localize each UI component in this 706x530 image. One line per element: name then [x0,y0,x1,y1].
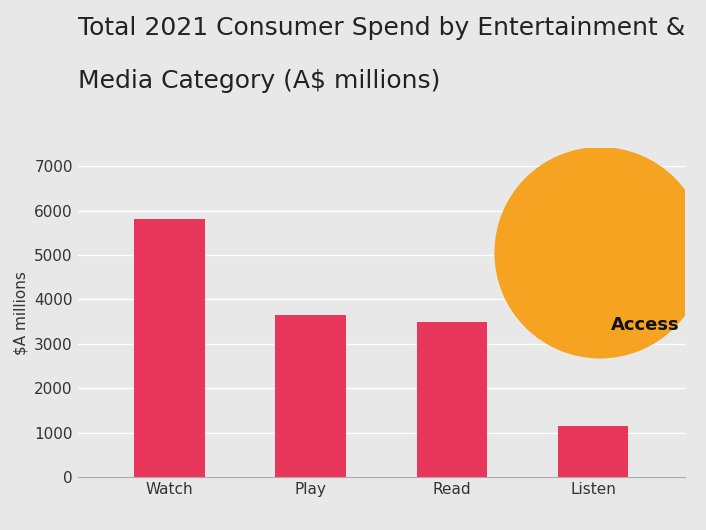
Ellipse shape [495,148,705,358]
Text: Access: Access [611,316,680,334]
Bar [134,219,205,477]
Y-axis label: $A millions: $A millions [13,271,29,355]
Text: Media Category (A$ millions): Media Category (A$ millions) [78,69,440,93]
Bar [275,315,346,477]
Bar [558,426,628,477]
Text: Total 2021 Consumer Spend by Entertainment &: Total 2021 Consumer Spend by Entertainme… [78,16,685,40]
Bar [417,322,487,477]
